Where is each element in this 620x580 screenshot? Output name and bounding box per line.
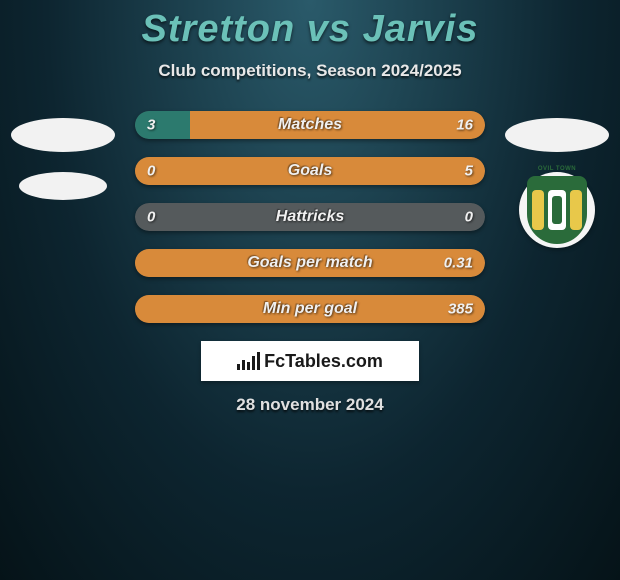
brand-box: FcTables.com bbox=[201, 341, 419, 381]
stat-value-right: 16 bbox=[456, 117, 473, 134]
stats-bars: 3 16 Matches 0 5 Goals 0 0 Hattricks 0.31 Goals pe… bbox=[135, 111, 485, 323]
crest-lion-icon bbox=[532, 190, 544, 230]
player-left-badge bbox=[8, 118, 118, 220]
stat-value-left: 0 bbox=[147, 163, 155, 180]
stat-label: Goals bbox=[288, 162, 332, 180]
stat-bar: 0 0 Hattricks bbox=[135, 203, 485, 231]
stat-value-right: 0.31 bbox=[444, 255, 473, 272]
bar-left-fill bbox=[135, 111, 190, 139]
stat-label: Hattricks bbox=[276, 208, 344, 226]
ellipse-icon bbox=[11, 118, 115, 152]
page-title: Stretton vs Jarvis bbox=[0, 0, 620, 51]
crest-lion-icon bbox=[570, 190, 582, 230]
stat-value-right: 385 bbox=[448, 301, 473, 318]
page-subtitle: Club competitions, Season 2024/2025 bbox=[0, 61, 620, 81]
date-label: 28 november 2024 bbox=[0, 395, 620, 415]
stat-label: Goals per match bbox=[247, 254, 372, 272]
stat-value-left: 0 bbox=[147, 209, 155, 226]
stat-bar: 3 16 Matches bbox=[135, 111, 485, 139]
bar-chart-icon bbox=[237, 352, 260, 370]
club-crest-icon: OVIL TOWN bbox=[519, 172, 595, 248]
brand-label: FcTables.com bbox=[237, 351, 383, 372]
stat-label: Matches bbox=[278, 116, 342, 134]
ellipse-icon bbox=[19, 172, 107, 200]
crest-center-icon bbox=[548, 190, 566, 230]
ellipse-icon bbox=[505, 118, 609, 152]
stat-value-right: 0 bbox=[465, 209, 473, 226]
stat-label: Min per goal bbox=[263, 300, 357, 318]
player-right-badge: OVIL TOWN bbox=[502, 118, 612, 248]
stat-bar: 0.31 Goals per match bbox=[135, 249, 485, 277]
stat-value-right: 5 bbox=[465, 163, 473, 180]
stat-bar: 0 5 Goals bbox=[135, 157, 485, 185]
crest-text: OVIL TOWN bbox=[538, 166, 576, 172]
stat-bar: 385 Min per goal bbox=[135, 295, 485, 323]
brand-text: FcTables.com bbox=[264, 351, 383, 372]
stat-value-left: 3 bbox=[147, 117, 155, 134]
